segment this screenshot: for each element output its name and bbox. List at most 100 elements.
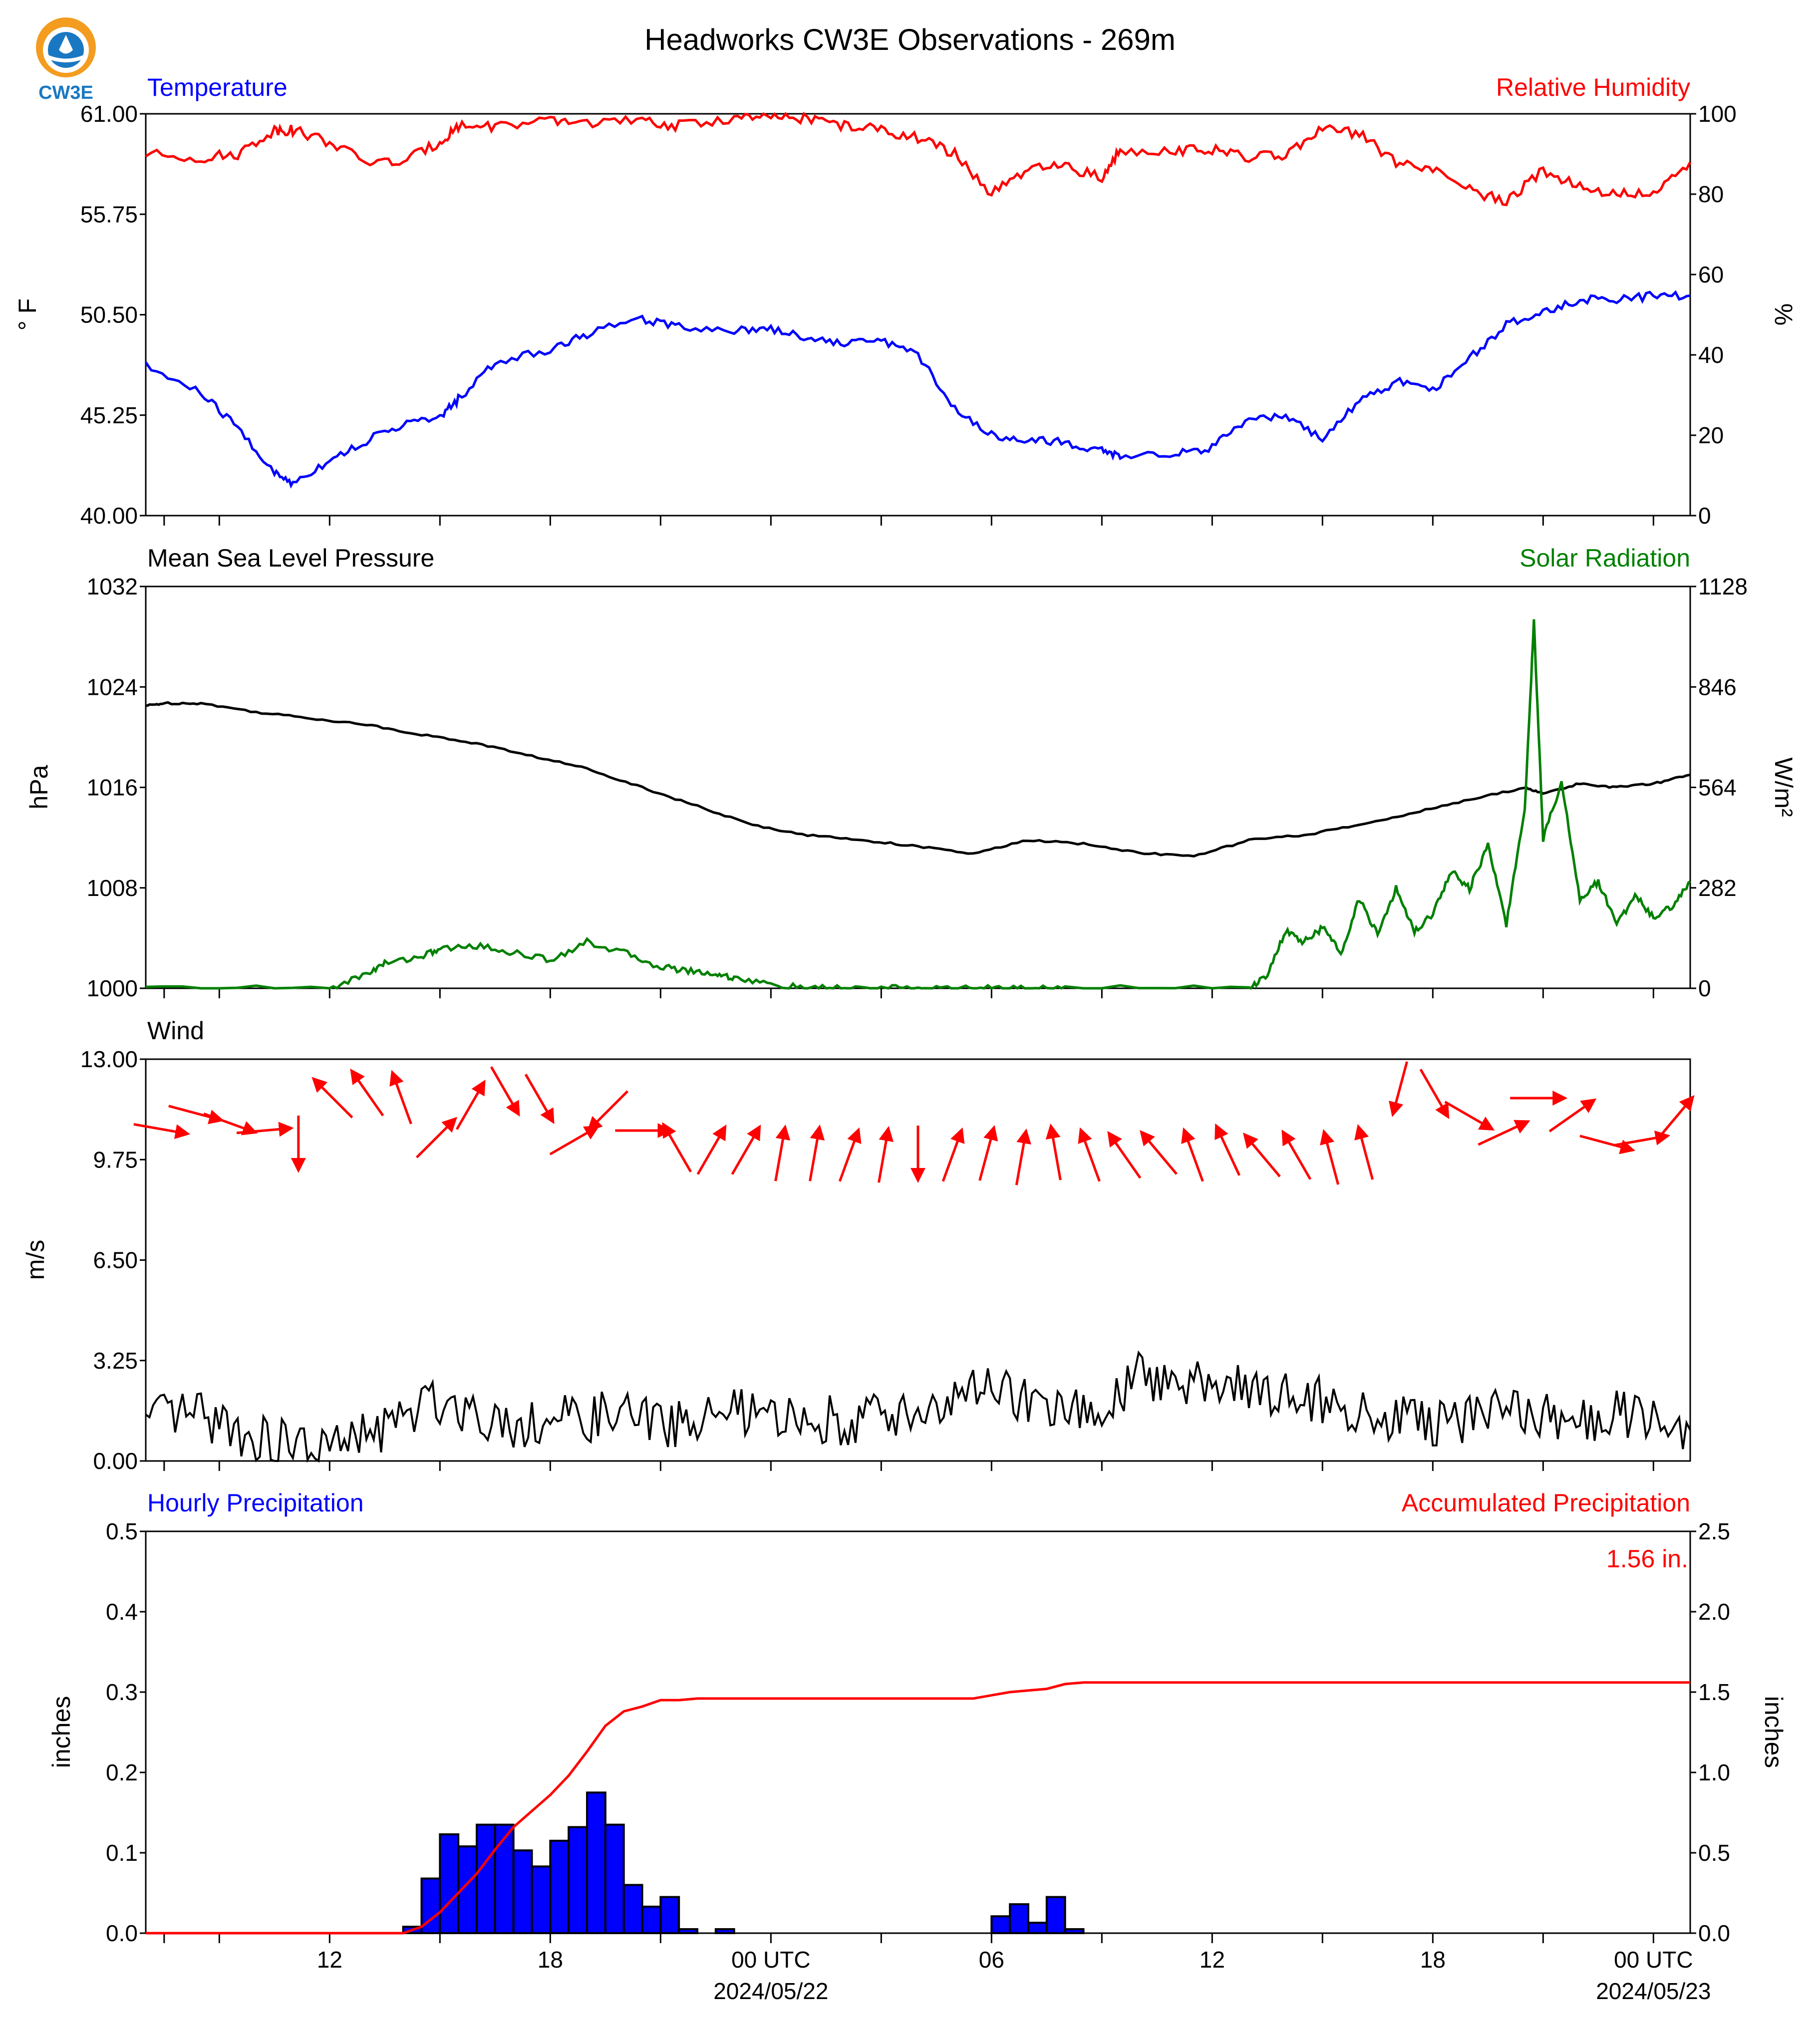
ytick-label: 6.50 [93, 1247, 138, 1273]
precip-bar [476, 1823, 496, 1934]
wind-arrow [1078, 1127, 1101, 1182]
wind-arrow [1015, 1128, 1031, 1185]
precip-bar [641, 1905, 662, 1935]
panel-frame [145, 113, 1691, 517]
ytick-label: 0.2 [106, 1759, 138, 1785]
wind-arrow [1548, 1098, 1597, 1133]
accum-precip-label: Accumulated Precipitation [1402, 1489, 1690, 1517]
ytick-label: 60 [1698, 262, 1724, 288]
precip-bar [604, 1823, 625, 1934]
wind-yticks: 13.00 9.75 6.50 3.25 0.00 [80, 1046, 138, 1474]
ytick-label: 0 [1698, 503, 1711, 529]
precip-bar [1009, 1903, 1029, 1935]
ytick-label: 1016 [87, 775, 138, 801]
x-axis-labels: 12 18 00 UTC 06 12 18 00 UTC 2024/05/22 … [317, 1947, 1711, 2004]
panel-frame [145, 585, 1691, 989]
wind-arrow [1444, 1101, 1495, 1131]
humidity-yticks: 100 80 60 40 20 0 [1698, 101, 1737, 529]
humidity-line [145, 111, 1692, 207]
wind-arrow [455, 1080, 486, 1130]
ytick-label: 61.00 [80, 101, 138, 127]
panel-frame [145, 1058, 1691, 1462]
precip-bar [714, 1928, 735, 1934]
wind-arrow [878, 1126, 894, 1183]
ytick-label: 282 [1698, 875, 1737, 901]
wind-arrow [587, 1090, 629, 1132]
xtick-label: 00 UTC [731, 1947, 810, 1973]
ytick-label: 1000 [87, 975, 138, 1001]
hourly-precip-label: Hourly Precipitation [147, 1489, 364, 1517]
wind-label: Wind [147, 1017, 204, 1045]
hourly-precip-yticks: 0.5 0.4 0.3 0.2 0.1 0.0 [106, 1518, 138, 1946]
temperature-humidity-panel: Temperature Relative Humidity ° F % 61.0… [13, 73, 1798, 529]
precip-unit-left: inches [47, 1696, 75, 1768]
wind-arrow [1579, 1135, 1636, 1155]
ytick-label: 0.5 [1698, 1840, 1730, 1866]
precip-bar [1027, 1922, 1048, 1935]
ytick-label: 40.00 [80, 503, 138, 529]
logo-text: CW3E [38, 82, 93, 103]
precip-bar [531, 1865, 552, 1935]
wind-arrow [1214, 1123, 1241, 1176]
wind-arrow [389, 1070, 412, 1125]
ytick-label: 3.25 [93, 1348, 138, 1374]
wind-arrow [1107, 1131, 1142, 1179]
wind-arrow [1389, 1061, 1409, 1117]
wind-speed-line [145, 1350, 1691, 1463]
solar-radiation-line [145, 619, 1691, 990]
temperature-yticks: 61.00 55.75 50.50 45.25 40.00 [80, 101, 138, 529]
ytick-label: 1.5 [1698, 1679, 1730, 1705]
precip-bar [439, 1833, 460, 1934]
ytick-label: 0.3 [106, 1679, 138, 1705]
accumulated-precip-line [146, 1681, 1690, 1935]
wind-arrow [549, 1126, 600, 1156]
ytick-label: 45.25 [80, 402, 138, 428]
wind-arrow [1320, 1129, 1340, 1185]
wind-arrow [1419, 1069, 1450, 1119]
wind-arrow [838, 1127, 862, 1182]
wind-arrow [731, 1125, 761, 1175]
precip-unit-right: inches [1760, 1696, 1788, 1768]
wind-arrow [696, 1125, 727, 1175]
solar-unit: W/m² [1770, 757, 1798, 817]
ytick-label: 1.0 [1698, 1759, 1730, 1785]
solar-yticks: 1128 846 564 282 0 [1698, 574, 1748, 1001]
precip-bar [659, 1896, 680, 1935]
wind-arrow [774, 1124, 791, 1181]
xtick-label: 12 [1200, 1947, 1225, 1973]
ytick-label: 846 [1698, 674, 1737, 700]
precip-bar [586, 1791, 607, 1934]
ytick-label: 2.0 [1698, 1599, 1730, 1625]
wind-arrow [809, 1124, 825, 1181]
precip-bar [622, 1884, 643, 1934]
wind-arrow [1354, 1124, 1374, 1180]
ytick-label: 9.75 [93, 1147, 138, 1172]
pressure-line [145, 701, 1691, 858]
xtick-label: 12 [317, 1947, 342, 1973]
ytick-label: 20 [1698, 422, 1724, 448]
ytick-label: 0.0 [106, 1920, 138, 1946]
ytick-label: 1032 [87, 574, 138, 599]
precip-bar [1064, 1928, 1085, 1934]
pressure-solar-panel: Mean Sea Level Pressure Solar Radiation … [25, 544, 1798, 1001]
wind-arrow [978, 1125, 998, 1181]
date-label: 2024/05/23 [1596, 1978, 1711, 2004]
ytick-label: 55.75 [80, 201, 138, 227]
wind-arrow [1242, 1133, 1281, 1177]
wind-arrow [415, 1117, 458, 1159]
precip-bar [512, 1849, 533, 1934]
accum-precip-yticks: 2.5 2.0 1.5 1.0 0.5 0.0 [1698, 1518, 1730, 1946]
wind-unit: m/s [21, 1240, 49, 1280]
wind-arrow [1045, 1123, 1062, 1180]
precip-bar [1045, 1896, 1066, 1935]
precipitation-panel: Hourly Precipitation Accumulated Precipi… [47, 1489, 1788, 1946]
pressure-yticks: 1032 1024 1016 1008 1000 [87, 574, 138, 1001]
ytick-label: 80 [1698, 181, 1724, 207]
ytick-label: 0.1 [106, 1840, 138, 1866]
wind-arrow [350, 1068, 384, 1117]
wind-arrow [236, 1122, 294, 1137]
ytick-label: 0 [1698, 975, 1711, 1001]
precip-bar [678, 1928, 698, 1934]
precip-bar [549, 1839, 570, 1935]
